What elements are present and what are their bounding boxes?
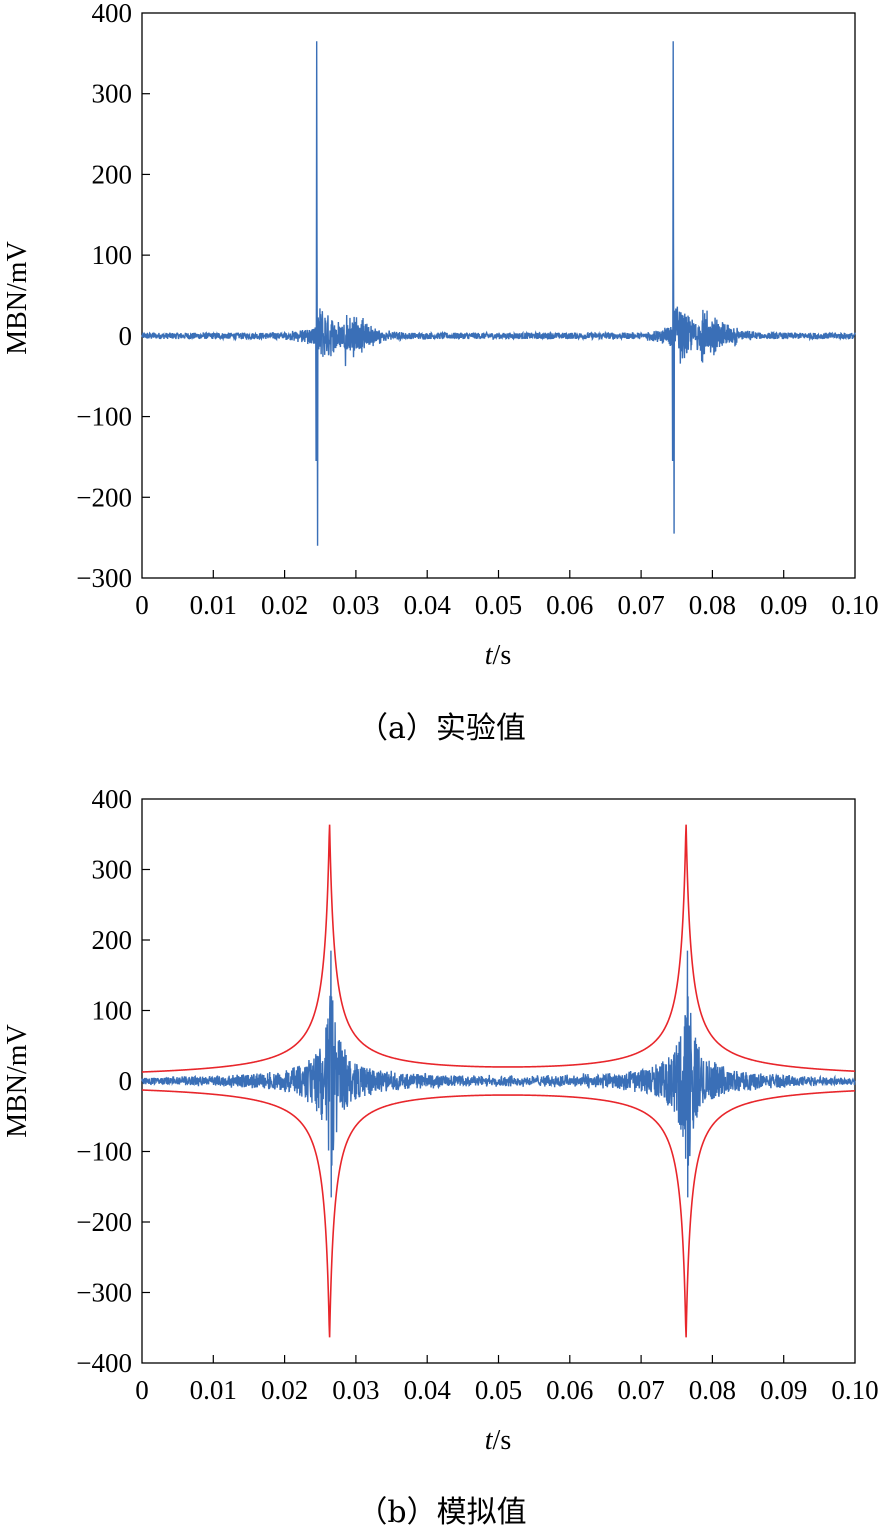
x-tick-label: 0 — [135, 590, 149, 620]
x-tick-label: 0 — [135, 1375, 149, 1405]
x-tick-label: 0.05 — [475, 590, 522, 620]
x-tick-label: 0.06 — [546, 1375, 593, 1405]
chart-b-ylabel: MBN/mV — [2, 1024, 33, 1138]
y-tick-label: −100 — [76, 1137, 132, 1167]
series-line-envelope-lower — [141, 1089, 856, 1338]
x-tick-label: 0.09 — [760, 590, 807, 620]
y-tick-label: 100 — [92, 996, 133, 1026]
chart-a: 0 0.01 0.02 0.03 0.04 0.05 0.06 0.07 0.08 0.09 0.1… — [2, 0, 879, 746]
y-tick-label: −200 — [76, 482, 132, 512]
chart-b-series — [141, 824, 856, 1338]
y-tick-label: 0 — [119, 1066, 133, 1096]
y-tick-label: −100 — [76, 402, 132, 432]
x-tick-label: 0.09 — [760, 1375, 807, 1405]
y-tick-label: 300 — [92, 79, 133, 109]
x-tick-label: 0.05 — [475, 1375, 522, 1405]
x-tick-label: 0.08 — [689, 590, 736, 620]
x-tick-label: 0.04 — [404, 590, 452, 620]
x-tick-label: 0.01 — [190, 590, 237, 620]
x-tick-label: 0.10 — [831, 1375, 878, 1405]
y-tick-label: −300 — [76, 1278, 132, 1308]
chart-b-caption: （b）模拟值 — [357, 1495, 526, 1529]
x-tick-label: 0.03 — [332, 1375, 379, 1405]
series-line-envelope-upper — [141, 824, 856, 1073]
y-tick-label: −300 — [76, 563, 132, 593]
x-tick-label: 0.04 — [404, 1375, 452, 1405]
series-line-signal — [141, 950, 856, 1198]
x-tick-label: 0.08 — [689, 1375, 736, 1405]
y-tick-label: −400 — [76, 1348, 132, 1378]
chart-a-xlabel-var: t — [485, 640, 494, 671]
x-tick-label: 0.10 — [831, 590, 878, 620]
chart-a-plot-area — [141, 12, 856, 579]
y-tick-label: 200 — [92, 159, 133, 189]
chart-a-xlabel-unit: /s — [493, 640, 512, 671]
x-tick-label: 0.02 — [261, 1375, 308, 1405]
x-tick-label: 0.02 — [261, 590, 308, 620]
x-tick-label: 0.07 — [617, 1375, 664, 1405]
chart-a-caption: （a）实验值 — [358, 711, 526, 746]
chart-a-x-ticks: 0 0.01 0.02 0.03 0.04 0.05 0.06 0.07 0.08 0.09 0.1… — [135, 570, 879, 620]
chart-b-xlabel-unit: /s — [493, 1425, 512, 1456]
y-tick-label: 200 — [92, 925, 133, 955]
y-tick-label: 400 — [92, 784, 133, 814]
y-tick-label: 0 — [119, 321, 133, 351]
x-tick-label: 0.03 — [332, 590, 379, 620]
chart-b-x-ticks: 0 0.01 0.02 0.03 0.04 0.05 0.06 0.07 0.08 0.09 0.1… — [135, 1355, 879, 1405]
chart-b-xlabel: t/s — [485, 1425, 511, 1456]
chart-b-y-ticks: 400 300 200 100 0 −100 −200 −300 −400 — [76, 784, 150, 1378]
y-tick-label: 300 — [92, 855, 133, 885]
y-tick-label: −200 — [76, 1207, 132, 1237]
chart-b: 0 0.01 0.02 0.03 0.04 0.05 0.06 0.07 0.08 0.09 0.1… — [2, 784, 879, 1529]
chart-a-y-ticks: 400 300 200 100 0 −100 −200 −300 — [76, 0, 150, 593]
x-tick-label: 0.07 — [617, 590, 664, 620]
chart-b-xlabel-var: t — [485, 1425, 494, 1456]
y-tick-label: 100 — [92, 240, 133, 270]
chart-a-series — [141, 41, 856, 546]
chart-a-xlabel: t/s — [485, 640, 511, 671]
chart-a-ylabel: MBN/mV — [2, 241, 33, 355]
x-tick-label: 0.01 — [190, 1375, 237, 1405]
series-line-signal — [141, 41, 856, 546]
y-tick-label: 400 — [92, 0, 133, 28]
x-tick-label: 0.06 — [546, 590, 593, 620]
